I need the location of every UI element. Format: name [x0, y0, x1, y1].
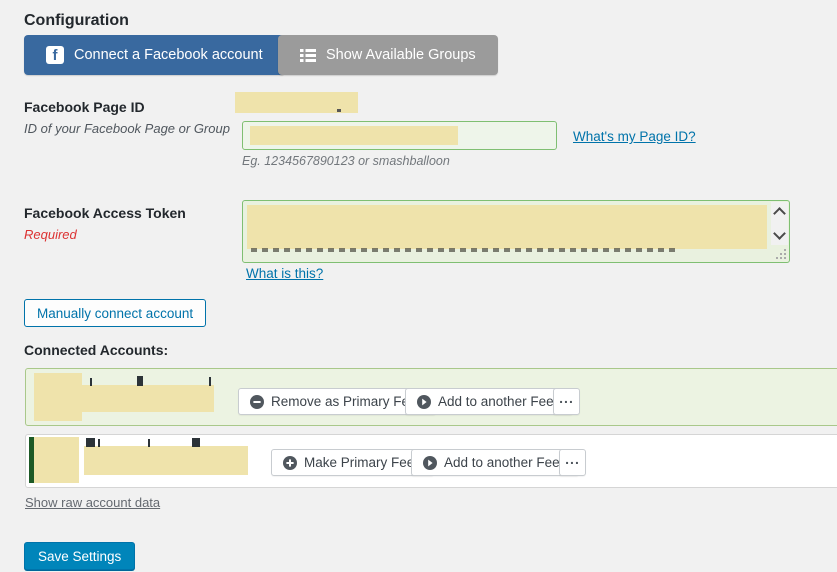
- redacted-access-token: [247, 205, 767, 249]
- page-id-description: ID of your Facebook Page or Group: [24, 121, 230, 136]
- account-avatar: [29, 437, 79, 483]
- manually-connect-account-button[interactable]: Manually connect account: [24, 299, 207, 327]
- redacted-page-id-value: [250, 126, 458, 145]
- connected-accounts-heading: Connected Accounts:: [24, 342, 169, 358]
- arrow-circle-icon: [423, 455, 437, 470]
- scroll-down-icon[interactable]: [773, 227, 786, 240]
- redacted-account-name: [81, 385, 214, 412]
- ellipsis-icon: ...: [565, 450, 580, 467]
- add-to-another-feed-button[interactable]: Add to another Feed: [405, 388, 574, 415]
- page-id-label: Facebook Page ID: [24, 99, 145, 115]
- name-text-fragment: [137, 376, 143, 386]
- make-primary-feed-button[interactable]: Make Primary Feed: [271, 449, 434, 476]
- minus-circle-icon: [250, 394, 264, 409]
- add-to-another-feed-button[interactable]: Add to another Feed: [411, 449, 580, 476]
- connect-facebook-button[interactable]: f Connect a Facebook account: [24, 35, 285, 75]
- connect-facebook-label: Connect a Facebook account: [74, 47, 263, 63]
- name-text-fragment: [192, 438, 200, 447]
- save-settings-label: Save Settings: [38, 548, 122, 564]
- access-token-textarea[interactable]: [242, 200, 790, 263]
- page-id-hint: Eg. 1234567890123 or smashballoon: [242, 154, 450, 168]
- more-options-button[interactable]: ...: [559, 449, 586, 476]
- redaction-text-fragment: [337, 109, 341, 112]
- show-groups-label: Show Available Groups: [326, 47, 476, 63]
- redacted-page-name: [235, 92, 358, 113]
- redacted-account-name: [84, 446, 248, 475]
- whats-my-page-id-link[interactable]: What's my Page ID?: [573, 129, 696, 144]
- textarea-scrollbar[interactable]: [771, 202, 788, 245]
- name-text-fragment: [90, 378, 92, 386]
- account-avatar: [34, 373, 82, 421]
- scroll-up-icon[interactable]: [773, 207, 786, 220]
- button-label: Remove as Primary Feed: [271, 394, 425, 409]
- name-text-fragment: [148, 439, 150, 447]
- button-label: Add to another Feed: [438, 394, 562, 409]
- manually-connect-label: Manually connect account: [37, 305, 194, 321]
- access-token-label: Facebook Access Token: [24, 205, 186, 221]
- more-options-button[interactable]: ...: [553, 388, 580, 415]
- name-text-fragment: [209, 377, 211, 386]
- show-available-groups-button[interactable]: Show Available Groups: [278, 35, 498, 75]
- required-note: Required: [24, 227, 77, 242]
- arrow-circle-icon: [417, 394, 431, 409]
- save-settings-button[interactable]: Save Settings: [24, 542, 136, 570]
- list-icon: [300, 48, 316, 62]
- name-text-fragment: [86, 438, 95, 447]
- show-raw-account-data-link[interactable]: Show raw account data: [25, 495, 161, 510]
- connected-account-row-secondary: Make Primary Feed Add to another Feed ..…: [25, 434, 837, 488]
- clipped-token-text: [251, 248, 679, 252]
- name-text-fragment: [98, 439, 100, 447]
- page-title: Configuration: [24, 12, 129, 30]
- page-id-input[interactable]: [242, 121, 557, 150]
- ellipsis-icon: ...: [559, 389, 574, 406]
- button-label: Make Primary Feed: [304, 455, 422, 470]
- plus-circle-icon: [283, 455, 297, 470]
- facebook-icon: f: [46, 46, 64, 64]
- connected-account-row-primary: Remove as Primary Feed Add to another Fe…: [25, 368, 837, 426]
- button-label: Add to another Feed: [444, 455, 568, 470]
- avatar-image-fragment: [29, 437, 34, 483]
- resize-grip-icon[interactable]: [784, 257, 786, 259]
- what-is-this-link[interactable]: What is this?: [246, 266, 324, 281]
